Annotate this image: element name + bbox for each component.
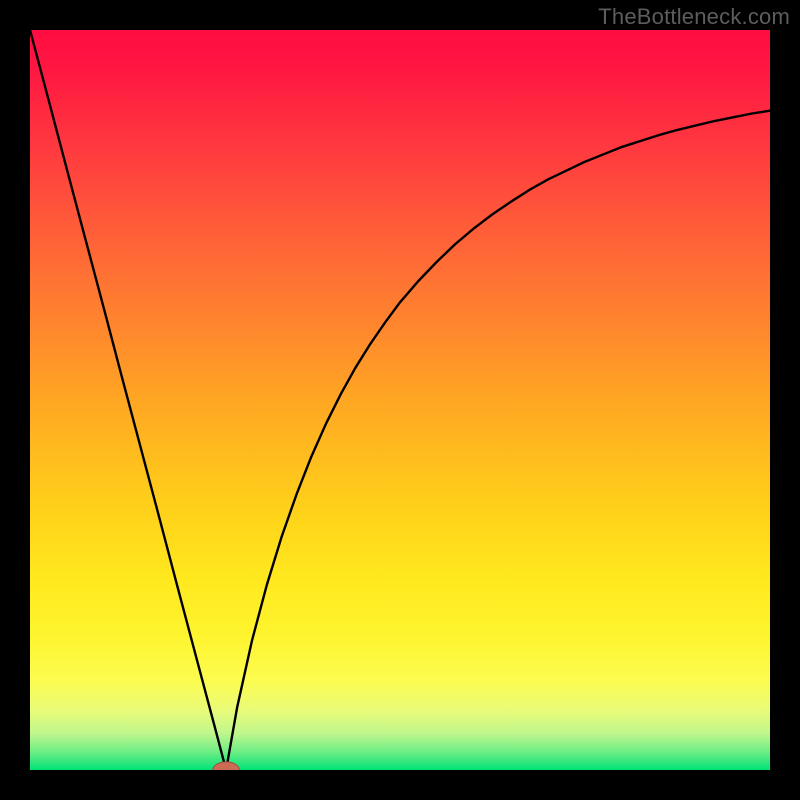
plot-svg xyxy=(30,30,770,770)
watermark-text: TheBottleneck.com xyxy=(598,4,790,30)
plot-area xyxy=(30,30,770,770)
canvas: TheBottleneck.com xyxy=(0,0,800,800)
gradient-background xyxy=(30,30,770,770)
